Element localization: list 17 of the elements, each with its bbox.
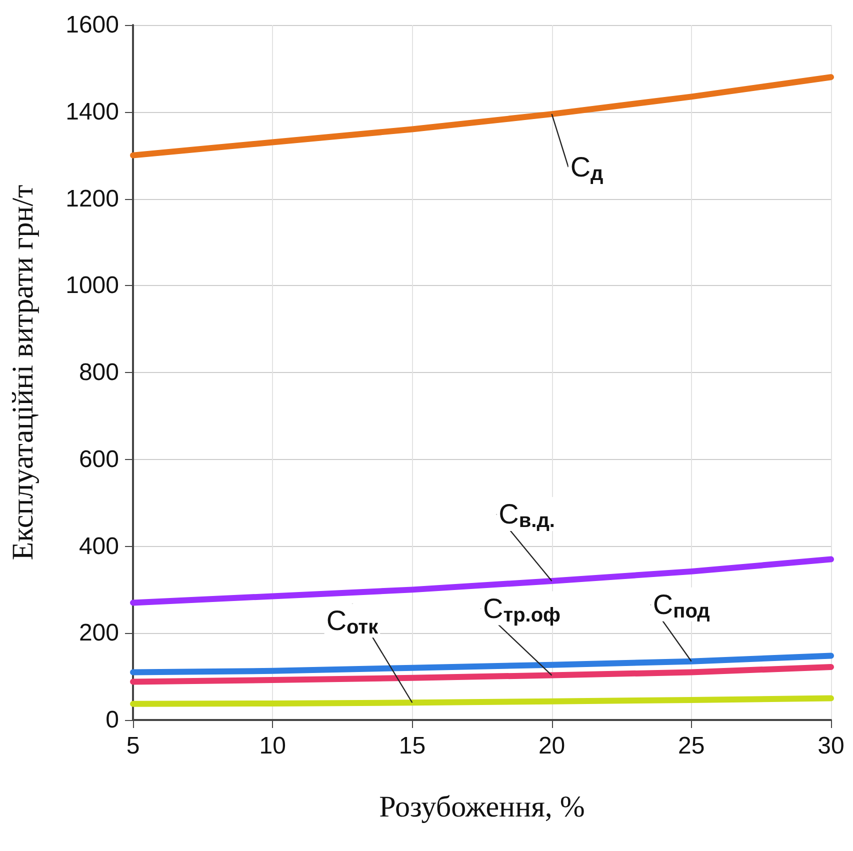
y-tick-label: 800 <box>78 359 119 386</box>
y-tick-label: 400 <box>78 532 119 560</box>
y-tick-label: 1400 <box>66 98 119 126</box>
y-tick-label: 0 <box>106 706 119 734</box>
y-axis-title: Експлуатаційні витрати грн/т <box>6 184 40 560</box>
x-axis-title: Розубоження, % <box>379 790 585 824</box>
y-tick-label: 1000 <box>66 272 119 300</box>
x-tick-label: 20 <box>538 732 566 760</box>
y-tick-label: 600 <box>78 446 119 473</box>
y-tick-label: 1200 <box>66 185 119 212</box>
x-tick-label: 30 <box>818 732 844 760</box>
x-tick-label: 15 <box>398 732 426 760</box>
x-tick-label: 10 <box>259 732 286 760</box>
y-tick-label: 200 <box>78 620 119 647</box>
x-tick-label: 25 <box>678 732 705 760</box>
y-tick-label: 1600 <box>66 12 119 38</box>
x-tick-label: 5 <box>126 732 140 760</box>
